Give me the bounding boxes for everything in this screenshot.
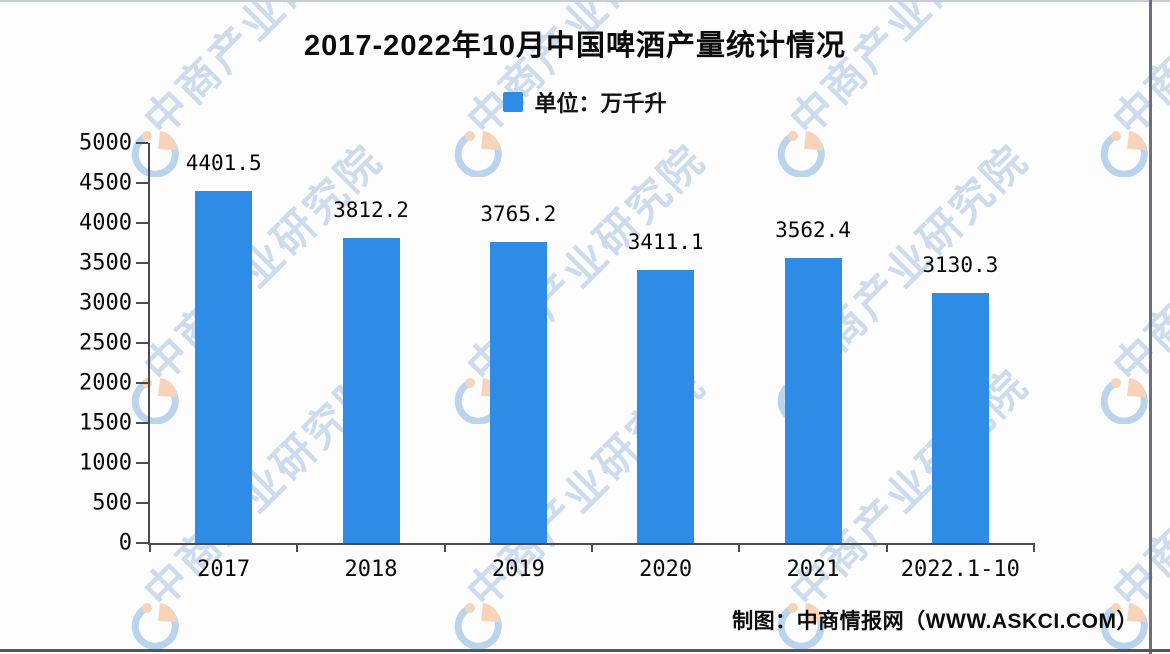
- x-axis-category-label: 2022.1-10: [900, 557, 1020, 582]
- bar-value-label: 3130.3: [922, 252, 999, 277]
- y-axis-tick-label: 5000: [79, 130, 132, 156]
- x-axis-category-label: 2018: [344, 557, 398, 582]
- y-axis-tick-mark: [136, 342, 148, 344]
- y-axis-tick-mark: [136, 222, 148, 224]
- y-axis-tick-mark: [136, 422, 148, 424]
- x-axis-tick-mark: [591, 543, 593, 552]
- x-axis-tick-mark: [885, 543, 888, 552]
- bar-value-label: 3812.2: [333, 198, 409, 223]
- x-axis-tick-mark: [296, 543, 299, 552]
- watermark-logo-icon: [1100, 376, 1148, 429]
- y-axis-tick-label: 0: [118, 530, 132, 556]
- x-axis-tick-mark: [1033, 543, 1035, 552]
- legend: 单位：万千升: [0, 88, 1170, 116]
- y-axis-tick-mark: [136, 262, 148, 264]
- y-axis-tick-label: 4500: [79, 170, 132, 196]
- y-axis-tick-mark: [136, 382, 148, 384]
- y-axis-tick-mark: [136, 182, 148, 184]
- page-border-top: [0, 0, 1170, 2]
- y-axis-tick-label: 1500: [79, 410, 132, 436]
- y-axis-tick-label: 500: [92, 490, 132, 516]
- bar-value-label: 3562.4: [775, 218, 851, 243]
- bar: [489, 241, 547, 543]
- chart-title: 2017-2022年10月中国啤酒产量统计情况: [304, 30, 846, 62]
- y-axis-tick-label: 4000: [79, 210, 132, 236]
- y-axis-tick-label: 3500: [79, 250, 132, 276]
- x-axis-category-label: 2020: [639, 557, 693, 582]
- watermark-text: 中商产业研究院: [1104, 360, 1170, 617]
- bar: [342, 238, 400, 543]
- x-axis-category-label: 2019: [491, 557, 545, 582]
- bar: [931, 292, 989, 543]
- bar: [637, 270, 695, 543]
- y-axis-tick-mark: [136, 502, 148, 504]
- page-border-right: [1149, 0, 1152, 654]
- watermark-text: 中商产业研究院: [1104, 135, 1170, 392]
- bar: [784, 258, 842, 543]
- x-axis-tick-mark: [149, 543, 151, 552]
- y-axis-tick-mark: [136, 462, 148, 464]
- x-axis-tick-mark: [443, 543, 446, 552]
- y-axis-tick-mark: [136, 142, 148, 144]
- y-axis-tick-mark: [136, 542, 148, 544]
- y-axis-tick-label: 2500: [79, 330, 132, 356]
- legend-label: 单位：万千升: [534, 91, 667, 116]
- source-credit: 制图：中商情报网（WWW.ASKCI.COM）: [732, 610, 1138, 633]
- y-axis-tick-label: 3000: [79, 290, 132, 316]
- watermark-logo-icon: [1100, 129, 1148, 182]
- x-axis-category-label: 2021: [786, 557, 840, 582]
- x-axis-tick-mark: [738, 543, 741, 552]
- plot-area: 4401.5 2017 3812.2 2018 3765.2 2019 3411.1 2020…: [136, 142, 1035, 582]
- bar-value-label: 3411.1: [627, 230, 704, 255]
- x-axis-category-label: 2017: [197, 557, 251, 582]
- y-axis-tick-label: 1000: [79, 450, 132, 476]
- legend-swatch: [503, 92, 524, 112]
- page-border-bottom: [0, 649, 1170, 652]
- y-axis-tick-label: 2000: [79, 370, 132, 396]
- bar: [195, 190, 253, 543]
- bar-value-label: 3765.2: [480, 201, 557, 226]
- y-axis-labels: 0 500 1000 1500 2000 2500 3000 3500 4000 4500 5000: [40, 131, 132, 556]
- bar-value-label: 4401.5: [185, 150, 262, 175]
- y-axis-tick-mark: [136, 302, 148, 304]
